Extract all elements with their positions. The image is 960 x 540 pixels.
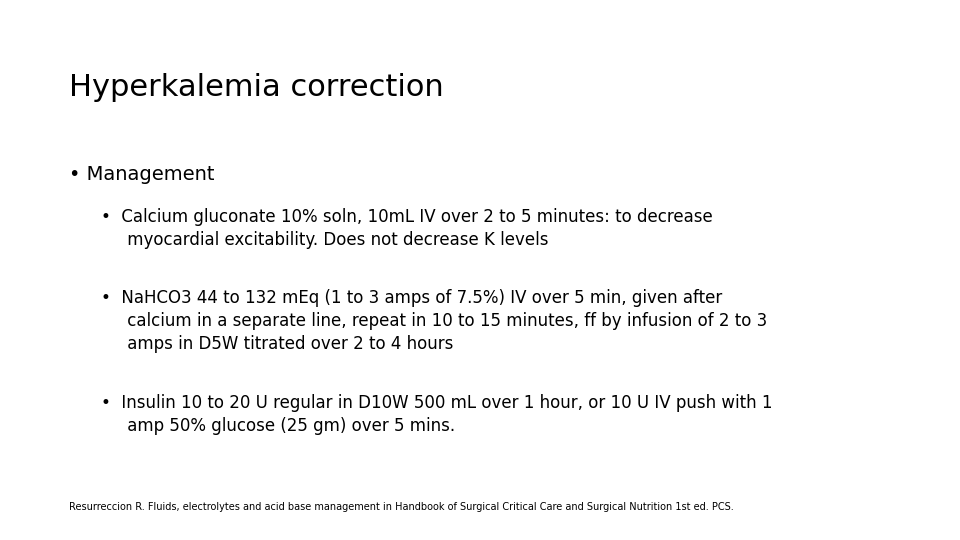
Text: Resurreccion R. Fluids, electrolytes and acid base management in Handbook of Sur: Resurreccion R. Fluids, electrolytes and… bbox=[69, 502, 733, 512]
Text: •  NaHCO3 44 to 132 mEq (1 to 3 amps of 7.5%) IV over 5 min, given after
     ca: • NaHCO3 44 to 132 mEq (1 to 3 amps of 7… bbox=[101, 289, 767, 353]
Text: •  Insulin 10 to 20 U regular in D10W 500 mL over 1 hour, or 10 U IV push with 1: • Insulin 10 to 20 U regular in D10W 500… bbox=[101, 394, 772, 435]
Text: • Management: • Management bbox=[69, 165, 215, 184]
Text: Hyperkalemia correction: Hyperkalemia correction bbox=[69, 73, 444, 102]
Text: •  Calcium gluconate 10% soln, 10mL IV over 2 to 5 minutes: to decrease
     myo: • Calcium gluconate 10% soln, 10mL IV ov… bbox=[101, 208, 712, 249]
